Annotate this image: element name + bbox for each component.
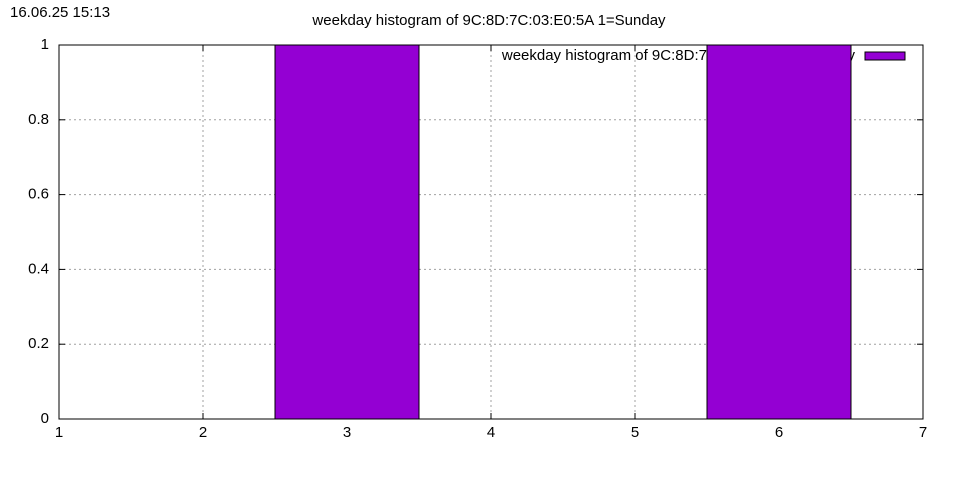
chart-title: weekday histogram of 9C:8D:7C:03:E0:5A 1…: [311, 12, 666, 29]
plot-border: [58, 44, 924, 420]
y-tick-label: 0.6: [28, 186, 49, 203]
x-tick-label: 7: [919, 424, 927, 441]
y-tick-label: 0.2: [28, 335, 49, 352]
legend-swatch: [864, 51, 906, 61]
timestamp: 16.06.25 15:13: [10, 4, 110, 21]
x-tick-label: 6: [775, 424, 783, 441]
x-tick-label: 4: [487, 424, 495, 441]
bar: [274, 44, 420, 420]
y-tick-label: 0.8: [28, 111, 49, 128]
x-tick-label: 1: [55, 424, 63, 441]
bar: [706, 44, 852, 420]
x-tick-label: 3: [343, 424, 351, 441]
y-tick-label: 1: [41, 36, 49, 53]
x-tick-label: 5: [631, 424, 639, 441]
x-tick-label: 2: [199, 424, 207, 441]
y-tick-label: 0: [41, 410, 49, 427]
y-tick-label: 0.4: [28, 260, 49, 277]
